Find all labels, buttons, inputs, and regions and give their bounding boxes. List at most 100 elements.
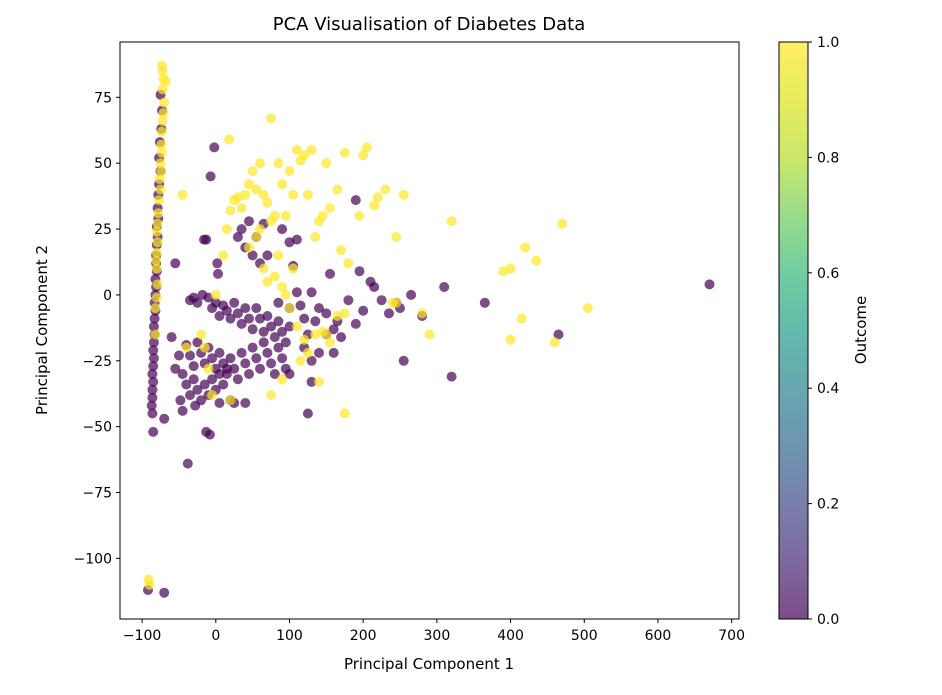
data-point xyxy=(553,329,564,340)
data-point xyxy=(284,166,295,177)
data-point xyxy=(280,337,291,348)
data-point xyxy=(240,358,251,369)
x-tick-label: 300 xyxy=(424,628,451,644)
data-point xyxy=(280,289,291,300)
data-point xyxy=(152,237,163,248)
data-point xyxy=(154,174,165,184)
data-point xyxy=(157,66,168,76)
data-point xyxy=(148,361,159,372)
colorbar-tick-label: 1.0 xyxy=(817,35,839,51)
data-point xyxy=(273,250,284,261)
data-point xyxy=(376,295,387,306)
data-point xyxy=(350,318,361,329)
colorbar-frame xyxy=(778,41,809,620)
data-point xyxy=(225,395,236,406)
data-point xyxy=(277,224,288,235)
data-point xyxy=(520,242,531,253)
data-point xyxy=(147,392,158,403)
data-point xyxy=(151,247,162,258)
data-point xyxy=(148,337,159,348)
data-point xyxy=(273,297,284,308)
data-point xyxy=(277,374,288,385)
data-point xyxy=(251,232,262,242)
data-point xyxy=(302,347,313,358)
data-point xyxy=(225,353,236,364)
data-point xyxy=(247,166,258,177)
data-point xyxy=(354,266,365,277)
chart-title: PCA Visualisation of Diabetes Data xyxy=(273,14,585,35)
data-point xyxy=(159,97,170,108)
y-tick-label: −50 xyxy=(82,420,112,436)
data-point xyxy=(277,353,288,364)
data-point xyxy=(406,289,417,300)
data-point xyxy=(247,342,258,353)
data-point xyxy=(151,292,162,303)
data-point xyxy=(247,250,258,261)
data-point xyxy=(328,324,339,335)
data-point xyxy=(266,358,277,369)
data-point xyxy=(156,139,167,150)
data-point xyxy=(398,355,409,366)
data-point xyxy=(288,189,299,200)
data-point xyxy=(207,353,218,364)
data-point xyxy=(258,189,269,200)
data-point xyxy=(151,226,162,237)
data-point xyxy=(262,276,273,287)
data-point xyxy=(317,326,328,337)
data-point xyxy=(204,429,215,440)
data-point xyxy=(212,258,223,269)
data-point xyxy=(310,232,321,242)
data-point xyxy=(218,250,229,261)
data-point xyxy=(314,347,324,358)
data-point xyxy=(391,297,402,308)
data-point xyxy=(325,268,335,279)
data-point xyxy=(170,258,181,269)
data-point xyxy=(221,224,232,235)
y-tick-label: 0 xyxy=(103,288,112,304)
data-point xyxy=(310,316,321,327)
data-point xyxy=(203,363,214,374)
data-point xyxy=(147,384,158,395)
data-point xyxy=(236,347,247,358)
data-point xyxy=(417,308,428,319)
data-point xyxy=(190,400,201,411)
data-point xyxy=(175,395,186,406)
x-axis-label: Principal Component 1 xyxy=(344,655,514,673)
data-point xyxy=(224,134,235,145)
data-point xyxy=(284,321,295,332)
data-point xyxy=(380,184,391,195)
data-point xyxy=(209,142,220,153)
data-point xyxy=(244,242,254,253)
data-point xyxy=(321,308,332,319)
data-point xyxy=(155,184,166,195)
y-tick-label: 50 xyxy=(94,156,112,172)
data-point xyxy=(328,347,339,358)
data-point xyxy=(321,158,332,169)
data-point xyxy=(148,353,159,364)
data-point xyxy=(196,329,207,340)
data-point xyxy=(247,324,258,335)
data-point xyxy=(166,332,177,343)
data-point xyxy=(225,205,236,216)
data-point xyxy=(236,318,247,329)
data-point xyxy=(229,363,240,374)
colorbar-tick-label: 0.0 xyxy=(817,612,839,628)
data-point xyxy=(151,255,162,266)
data-point xyxy=(192,384,203,395)
data-point xyxy=(148,345,159,356)
data-point xyxy=(339,408,350,419)
data-point xyxy=(358,150,369,161)
x-tick-label: 500 xyxy=(571,628,598,644)
data-point xyxy=(147,408,158,419)
data-point xyxy=(343,258,354,269)
data-point xyxy=(214,398,225,408)
y-tick-label: −100 xyxy=(74,551,112,567)
x-tick-label: 700 xyxy=(718,628,745,644)
data-point xyxy=(262,250,273,261)
data-point xyxy=(299,150,310,161)
data-point xyxy=(262,347,273,358)
data-point xyxy=(157,126,167,137)
data-point xyxy=(214,369,225,379)
data-point xyxy=(151,263,162,274)
data-point xyxy=(210,289,221,300)
